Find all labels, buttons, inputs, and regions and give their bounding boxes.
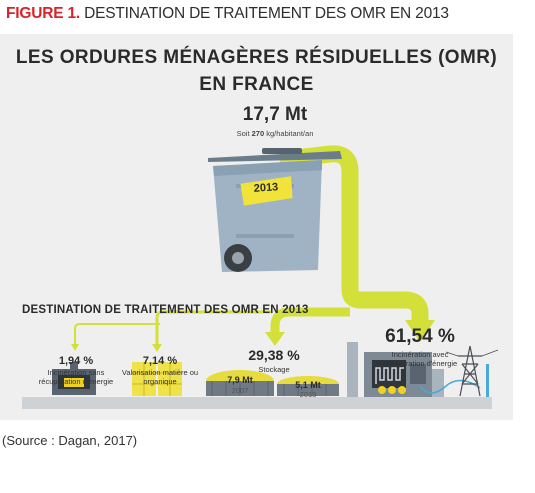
wheelie-bin-icon bbox=[208, 148, 342, 272]
pct-valorisation: 7,14 % bbox=[142, 355, 178, 367]
total-tonnage: 17,7 Mt bbox=[242, 104, 308, 125]
small-incinerator-icon bbox=[52, 362, 96, 395]
diagram-title: LES ORDURES MÉNAGÈRES RÉSIDUELLES (OMR) … bbox=[0, 44, 513, 98]
arrow-incineration-recovery bbox=[278, 145, 429, 324]
power-pylon-icon bbox=[445, 345, 499, 397]
per-capita-prefix: Soit bbox=[236, 129, 252, 138]
diagram-title-line1: LES ORDURES MÉNAGÈRES RÉSIDUELLES (OMR) bbox=[15, 47, 498, 68]
arrow-head-valorisation bbox=[152, 344, 162, 352]
arrow-head-incineration-recovery bbox=[405, 320, 435, 342]
label-incineration-recovery: Incinération avec récupération d'énergie bbox=[382, 350, 458, 368]
figure-title: FIGURE 1. DESTINATION DE TRAITEMENT DES … bbox=[6, 5, 449, 23]
label-valorisation: Valorisation matière ou organique bbox=[121, 368, 199, 386]
infographic-graphics bbox=[22, 145, 499, 409]
figure-title-text: DESTINATION DE TRAITEMENT DES OMR EN 201… bbox=[84, 5, 449, 22]
label-stockage: Stockage bbox=[258, 365, 290, 374]
diagram-title-line2: EN FRANCE bbox=[199, 74, 314, 95]
crates-icon bbox=[132, 362, 182, 396]
landfill-container-2013-icon bbox=[277, 376, 339, 396]
incineration-plant-icon bbox=[347, 342, 481, 397]
arrow-valorisation bbox=[155, 310, 272, 346]
landfill-container-2007-icon bbox=[206, 370, 274, 396]
arrow-stockage bbox=[270, 307, 350, 334]
label-incineration-no-recovery: Incinération sans récupération d'énergie bbox=[38, 368, 114, 386]
infographic-panel: LES ORDURES MÉNAGÈRES RÉSIDUELLES (OMR) … bbox=[0, 34, 513, 420]
storage-2007-year: 2007 bbox=[231, 386, 249, 395]
storage-2013-value: 5,1 Mt bbox=[295, 380, 321, 390]
storage-2007-value: 7,9 Mt bbox=[227, 375, 253, 385]
figure-number: FIGURE 1. bbox=[6, 5, 80, 22]
pct-incineration-recovery: 61,54 % bbox=[385, 326, 455, 347]
pct-stockage: 29,38 % bbox=[248, 347, 300, 363]
pct-incineration-no-recovery: 1,94 % bbox=[58, 355, 94, 367]
arrow-head-incineration-no-recovery bbox=[71, 344, 79, 351]
arrow-head-stockage bbox=[265, 332, 285, 346]
per-capita-text: Soit 270 kg/habitant/an bbox=[200, 129, 350, 138]
arrow-incineration-no-recovery bbox=[74, 323, 160, 346]
per-capita-suffix: kg/habitant/an bbox=[264, 129, 314, 138]
ground-strip bbox=[22, 397, 492, 409]
per-capita-value: 270 bbox=[251, 129, 265, 138]
section-title: DESTINATION DE TRAITEMENT DES OMR EN 201… bbox=[22, 304, 309, 316]
source-note: (Source : Dagan, 2017) bbox=[2, 433, 138, 448]
storage-2013-year: 2013 bbox=[299, 390, 317, 399]
